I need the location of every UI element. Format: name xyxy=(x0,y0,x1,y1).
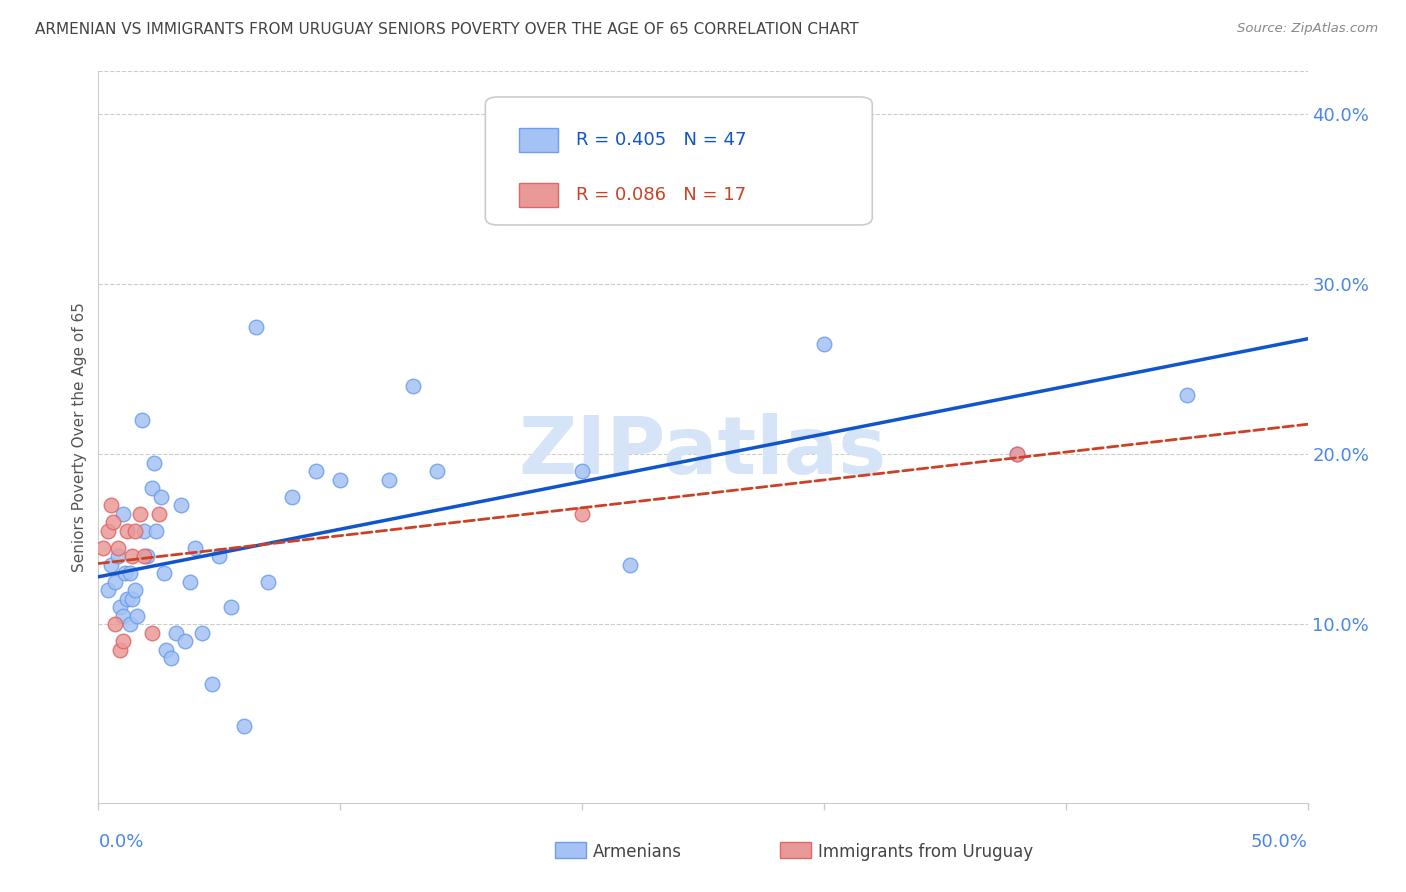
Point xyxy=(179,574,201,589)
Text: R = 0.086   N = 17: R = 0.086 N = 17 xyxy=(576,186,747,203)
Point xyxy=(329,473,352,487)
Point xyxy=(245,319,267,334)
Point xyxy=(107,549,129,563)
Point xyxy=(135,549,157,563)
Text: ZIPatlas: ZIPatlas xyxy=(519,413,887,491)
Point xyxy=(152,566,174,581)
Point xyxy=(117,591,139,606)
Point xyxy=(1007,447,1029,461)
FancyBboxPatch shape xyxy=(485,97,872,225)
Point xyxy=(100,498,122,512)
Point xyxy=(232,719,254,733)
Point xyxy=(108,642,131,657)
Text: Source: ZipAtlas.com: Source: ZipAtlas.com xyxy=(1237,22,1378,36)
Point xyxy=(160,651,183,665)
Point xyxy=(117,524,139,538)
Point xyxy=(111,608,134,623)
Text: ARMENIAN VS IMMIGRANTS FROM URUGUAY SENIORS POVERTY OVER THE AGE OF 65 CORRELATI: ARMENIAN VS IMMIGRANTS FROM URUGUAY SENI… xyxy=(35,22,859,37)
Point xyxy=(131,413,153,427)
Text: Immigrants from Uruguay: Immigrants from Uruguay xyxy=(818,843,1033,861)
Point xyxy=(124,583,146,598)
Point xyxy=(184,541,207,555)
Point xyxy=(148,507,170,521)
Point xyxy=(97,524,120,538)
Point xyxy=(91,541,114,555)
Point xyxy=(155,642,177,657)
Point xyxy=(114,566,136,581)
Point xyxy=(169,498,191,512)
Point xyxy=(208,549,231,563)
Point xyxy=(97,583,120,598)
Point xyxy=(121,549,143,563)
Point xyxy=(571,464,593,478)
Point xyxy=(108,600,131,615)
Point xyxy=(281,490,304,504)
Point xyxy=(128,507,150,521)
Point xyxy=(111,634,134,648)
Point xyxy=(141,481,163,495)
Point xyxy=(305,464,328,478)
Point xyxy=(118,617,141,632)
Point xyxy=(377,473,399,487)
Point xyxy=(165,625,187,640)
Text: 50.0%: 50.0% xyxy=(1251,833,1308,852)
Point xyxy=(1175,387,1198,401)
Point xyxy=(134,549,156,563)
Point xyxy=(134,524,156,538)
Point xyxy=(100,558,122,572)
Point xyxy=(104,617,127,632)
Point xyxy=(1007,447,1029,461)
Point xyxy=(107,541,129,555)
Point xyxy=(813,336,835,351)
Text: Armenians: Armenians xyxy=(593,843,682,861)
Text: R = 0.405   N = 47: R = 0.405 N = 47 xyxy=(576,131,747,149)
Point xyxy=(104,574,127,589)
Point xyxy=(111,507,134,521)
Point xyxy=(101,515,124,529)
Point xyxy=(191,625,214,640)
Point xyxy=(121,591,143,606)
Point xyxy=(124,524,146,538)
FancyBboxPatch shape xyxy=(519,183,558,207)
Point xyxy=(174,634,197,648)
Point xyxy=(150,490,173,504)
Point xyxy=(426,464,449,478)
Text: 0.0%: 0.0% xyxy=(98,833,143,852)
Point xyxy=(619,558,641,572)
Point xyxy=(201,677,224,691)
Point xyxy=(402,379,425,393)
Point xyxy=(256,574,278,589)
Point xyxy=(143,456,166,470)
Point xyxy=(118,566,141,581)
Point xyxy=(571,507,593,521)
Point xyxy=(141,625,163,640)
Point xyxy=(127,608,149,623)
Point xyxy=(221,600,243,615)
FancyBboxPatch shape xyxy=(519,128,558,152)
Point xyxy=(145,524,167,538)
Y-axis label: Seniors Poverty Over the Age of 65: Seniors Poverty Over the Age of 65 xyxy=(72,302,87,572)
